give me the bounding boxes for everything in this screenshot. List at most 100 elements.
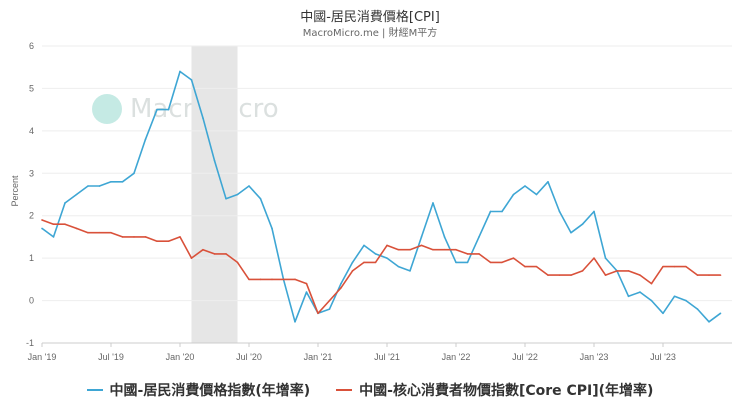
data-point-core-cpi xyxy=(294,278,296,281)
macromicro-logo-icon xyxy=(92,94,122,124)
data-point-cpi xyxy=(225,197,227,200)
data-point-core-cpi xyxy=(409,248,411,251)
y-tick-label: 6 xyxy=(29,41,34,51)
x-tick-label: Jan '20 xyxy=(166,352,195,362)
data-point-cpi xyxy=(202,117,204,119)
data-point-core-cpi xyxy=(156,240,158,242)
legend-item-core-cpi[interactable]: 中國-核心消費者物價指數[Core CPI](年增率) xyxy=(336,380,653,400)
legend-item-cpi[interactable]: 中國-居民消費價格指數(年增率) xyxy=(86,380,311,400)
y-tick-label: 2 xyxy=(29,211,34,221)
data-point-core-cpi xyxy=(75,227,78,230)
data-point-core-cpi xyxy=(627,270,630,272)
data-point-core-cpi xyxy=(190,257,193,259)
data-point-core-cpi xyxy=(512,257,515,259)
data-point-cpi xyxy=(639,291,641,293)
data-point-cpi xyxy=(432,202,434,204)
data-point-cpi xyxy=(156,108,158,111)
data-point-core-cpi xyxy=(501,261,503,264)
data-point-cpi xyxy=(190,79,193,81)
data-point-core-cpi xyxy=(144,236,147,238)
x-tick-label: Jul '22 xyxy=(512,352,538,362)
data-point-core-cpi xyxy=(317,312,319,315)
data-point-cpi xyxy=(443,236,446,238)
data-point-core-cpi xyxy=(547,274,549,276)
data-point-cpi xyxy=(696,308,699,310)
data-point-cpi xyxy=(328,308,331,310)
data-point-cpi xyxy=(340,282,342,285)
data-point-cpi xyxy=(144,138,147,141)
x-tick-label: Jul '23 xyxy=(650,352,676,362)
data-point-core-cpi xyxy=(639,274,641,276)
chart-subtitle: MacroMicro.me | 財經M平方 xyxy=(302,28,438,39)
data-point-core-cpi xyxy=(685,265,687,268)
data-point-core-cpi xyxy=(282,278,285,281)
data-point-cpi xyxy=(466,261,469,264)
data-point-cpi xyxy=(179,70,181,73)
data-point-core-cpi xyxy=(305,282,308,285)
data-point-core-cpi xyxy=(386,244,388,247)
data-point-cpi xyxy=(41,227,43,230)
data-point-core-cpi xyxy=(650,282,653,285)
data-point-core-cpi xyxy=(225,253,227,255)
data-point-core-cpi xyxy=(662,265,664,268)
data-point-core-cpi xyxy=(581,270,584,272)
series-line-core-cpi xyxy=(41,219,721,315)
data-point-core-cpi xyxy=(351,270,354,272)
data-point-core-cpi xyxy=(167,240,170,242)
data-point-cpi xyxy=(363,244,365,247)
data-point-core-cpi xyxy=(271,278,273,281)
data-point-cpi xyxy=(673,295,676,298)
data-point-core-cpi xyxy=(719,274,722,276)
data-point-cpi xyxy=(455,261,457,264)
data-point-cpi xyxy=(374,253,377,255)
data-point-cpi xyxy=(558,210,561,213)
data-point-cpi xyxy=(420,236,423,238)
data-point-cpi xyxy=(489,210,492,213)
data-point-cpi xyxy=(501,210,503,213)
data-point-cpi xyxy=(121,180,124,183)
data-point-core-cpi xyxy=(455,248,457,251)
data-point-core-cpi xyxy=(397,248,400,251)
x-tick-label: Jan '23 xyxy=(580,352,609,362)
data-point-core-cpi xyxy=(52,223,55,225)
data-point-cpi xyxy=(547,180,549,183)
data-point-cpi xyxy=(294,320,296,323)
data-point-cpi xyxy=(662,312,664,315)
data-point-core-cpi xyxy=(259,278,262,281)
y-tick-label: -1 xyxy=(26,338,34,348)
data-point-cpi xyxy=(351,261,354,264)
data-point-core-cpi xyxy=(593,257,595,259)
x-tick-label: Jan '22 xyxy=(442,352,471,362)
data-point-cpi xyxy=(110,180,112,183)
data-point-core-cpi xyxy=(110,231,112,234)
data-point-core-cpi xyxy=(202,248,204,251)
data-point-core-cpi xyxy=(616,270,618,272)
data-point-core-cpi xyxy=(558,274,561,276)
data-point-cpi xyxy=(650,299,653,302)
data-point-core-cpi xyxy=(98,231,101,234)
x-tick-label: Jan '19 xyxy=(28,352,57,362)
data-point-cpi xyxy=(52,236,55,238)
data-point-core-cpi xyxy=(524,265,526,268)
data-point-cpi xyxy=(305,291,308,293)
shaded-period-band xyxy=(191,46,238,343)
y-tick-label: 5 xyxy=(29,83,34,93)
data-point-core-cpi xyxy=(420,244,423,247)
data-point-core-cpi xyxy=(570,274,572,276)
data-point-core-cpi xyxy=(443,248,446,251)
y-tick-label: 0 xyxy=(29,296,34,306)
data-point-core-cpi xyxy=(87,231,89,234)
legend-label-cpi: 中國-居民消費價格指數(年增率) xyxy=(109,383,311,399)
data-point-cpi xyxy=(719,312,722,315)
data-point-core-cpi xyxy=(432,248,434,251)
data-point-cpi xyxy=(248,185,250,187)
data-point-core-cpi xyxy=(374,261,377,264)
x-tick-label: Jul '20 xyxy=(236,352,262,362)
series-line-cpi xyxy=(41,70,721,323)
data-point-cpi xyxy=(75,193,78,196)
legend-swatch-core-cpi xyxy=(336,389,353,391)
data-point-core-cpi xyxy=(363,261,365,264)
data-point-core-cpi xyxy=(41,219,43,221)
